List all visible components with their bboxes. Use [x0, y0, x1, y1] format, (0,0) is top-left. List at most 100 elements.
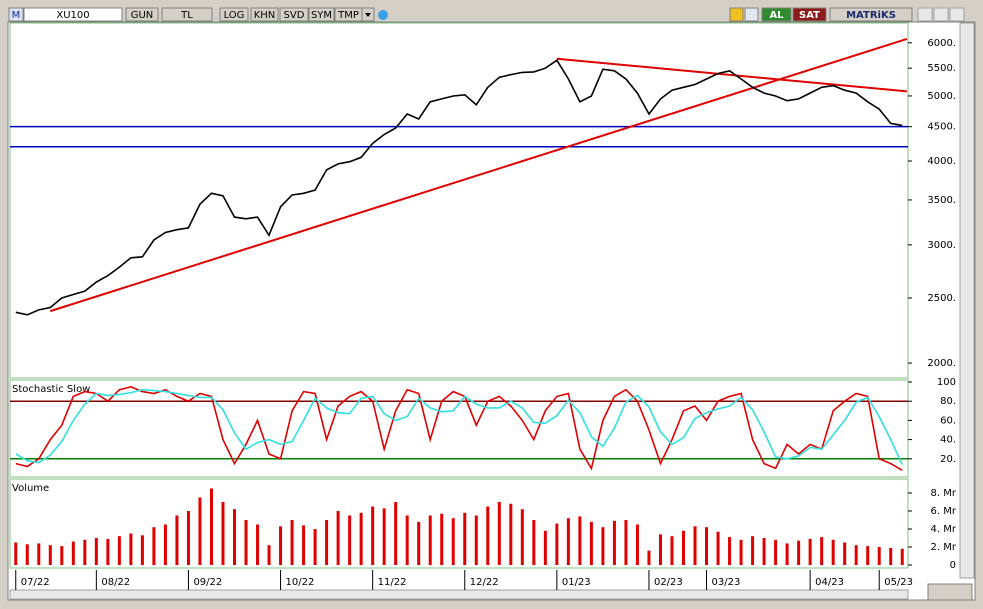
trend-line: [49, 37, 908, 313]
x-tick-label: 01/23: [562, 577, 591, 588]
volume-bar: [820, 537, 824, 565]
toolbar-label: XU100: [56, 10, 89, 21]
y-tick-label: 8. Mr: [931, 488, 957, 499]
toolbar-label: TL: [180, 10, 193, 21]
price-panel: [9, 22, 909, 379]
lightning-icon[interactable]: [729, 7, 744, 22]
series-line: [15, 385, 903, 471]
volume-bar: [25, 544, 29, 565]
scrollbar[interactable]: [959, 22, 975, 579]
x-tick-label: 03/23: [712, 577, 741, 588]
trend-line: [556, 57, 907, 93]
volume-bar: [129, 533, 133, 565]
y-tick-label: 4500.: [927, 122, 956, 133]
volume-bar: [705, 527, 709, 565]
stochastic-panel: [9, 379, 909, 478]
window-control[interactable]: [917, 7, 933, 22]
volume-bar: [716, 531, 720, 565]
toolbar-button[interactable]: [125, 7, 159, 22]
x-tick-label: 07/22: [21, 577, 50, 588]
x-tick-label: 02/23: [654, 577, 683, 588]
y-tick-label: 2000.: [927, 358, 956, 369]
volume-bar: [302, 525, 306, 565]
y-tick-label: 0: [950, 560, 956, 571]
window-control[interactable]: [933, 7, 949, 22]
refresh-icon[interactable]: [744, 7, 759, 22]
toolbar-button[interactable]: [219, 7, 249, 22]
toolbar-button[interactable]: [792, 7, 827, 22]
volume-bar: [474, 515, 478, 565]
volume-bar: [866, 546, 870, 565]
volume-bar: [94, 538, 98, 565]
toolbar-button[interactable]: [308, 7, 335, 22]
volume-bar: [440, 513, 444, 565]
toolbar-label: SAT: [799, 10, 820, 21]
volume-bar: [785, 543, 789, 565]
volume-bar: [71, 541, 75, 565]
toolbar-button[interactable]: [161, 7, 213, 22]
volume-bar: [290, 520, 294, 565]
volume-bar: [175, 515, 179, 565]
toolbar-label: SYM: [311, 10, 332, 21]
toolbar-button[interactable]: [829, 7, 913, 22]
volume-bar: [106, 538, 110, 565]
volume-bar: [831, 539, 835, 565]
volume-bar: [624, 520, 628, 565]
volume-bar: [267, 545, 271, 565]
volume-bar: [889, 547, 893, 565]
volume-bar: [612, 520, 616, 565]
x-tick-label: 10/22: [286, 577, 315, 588]
series-line: [15, 59, 903, 316]
volume-bar: [14, 542, 18, 565]
volume-bar: [670, 536, 674, 565]
y-tick-label: 100: [937, 377, 956, 388]
volume-bar: [877, 547, 881, 565]
x-tick-label: 08/22: [101, 577, 130, 588]
volume-bar: [693, 526, 697, 565]
share-icon[interactable]: [378, 10, 388, 20]
volume-bar: [486, 506, 490, 565]
x-tick-label: 05/23: [884, 577, 913, 588]
volume-bar: [682, 530, 685, 565]
toolbar-button[interactable]: [8, 7, 24, 22]
y-tick-label: 5000.: [927, 91, 956, 102]
volume-bar: [359, 512, 363, 565]
volume-bar: [221, 502, 225, 565]
panel-title: Stochastic Slow: [12, 384, 90, 395]
x-tick-label: 11/22: [378, 577, 407, 588]
volume-bar: [555, 523, 559, 565]
toolbar-button[interactable]: [250, 7, 279, 22]
y-tick-label: 4000.: [927, 156, 956, 167]
volume-bar: [163, 524, 167, 565]
nav-buttons[interactable]: [927, 583, 973, 601]
volume-bar: [647, 550, 651, 565]
toolbar-button[interactable]: [279, 7, 309, 22]
volume-bar: [463, 512, 467, 565]
volume-bar: [394, 502, 398, 565]
volume-bar: [198, 497, 202, 565]
y-tick-label: 3500.: [927, 195, 956, 206]
toolbar-button[interactable]: [23, 7, 123, 22]
y-tick-label: 6000.: [927, 38, 956, 49]
y-tick-label: 60.: [940, 415, 956, 426]
volume-bar: [313, 529, 317, 565]
toolbar-label: SVD: [284, 10, 305, 21]
toolbar-button[interactable]: [761, 7, 792, 22]
toolbar-label: KHN: [254, 10, 276, 21]
volume-bar: [405, 515, 409, 565]
volume-bar: [543, 530, 547, 565]
window-control[interactable]: [949, 7, 965, 22]
volume-bar: [382, 508, 386, 565]
toolbar-label: AL: [769, 10, 784, 21]
h-scrollbar[interactable]: [9, 589, 909, 600]
volume-bar: [325, 520, 329, 565]
volume-bar: [797, 540, 801, 565]
volume-bar: [509, 503, 513, 565]
y-tick-label: 80.: [940, 396, 956, 407]
volume-bar: [279, 526, 283, 565]
volume-bar: [186, 511, 190, 565]
volume-bar: [566, 518, 570, 565]
x-tick-label: 04/23: [815, 577, 844, 588]
toolbar-label: M: [12, 10, 21, 21]
